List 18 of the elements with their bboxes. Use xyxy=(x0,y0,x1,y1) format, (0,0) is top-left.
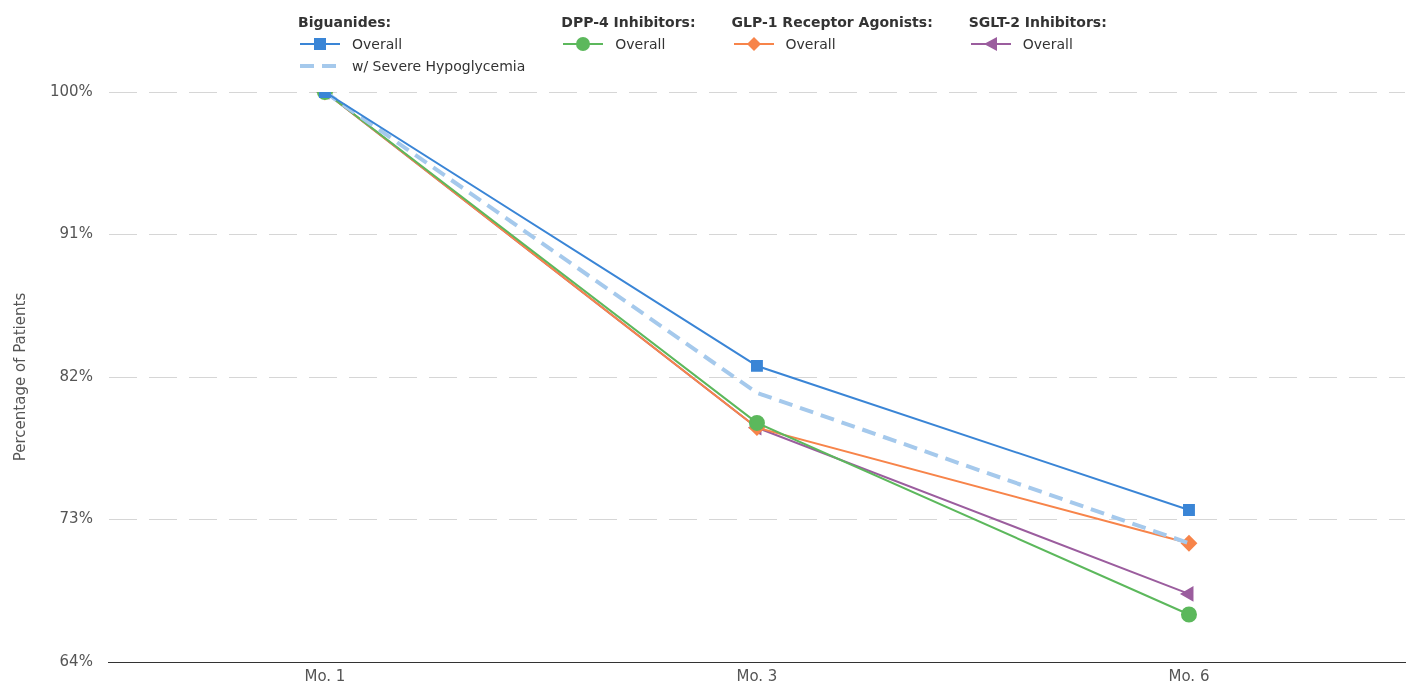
x-tick-label: Mo. 3 xyxy=(736,666,778,685)
legend-label: Overall xyxy=(785,36,836,52)
y-tick-label: 91% xyxy=(59,224,93,243)
x-tick-label: Mo. 1 xyxy=(304,666,346,685)
text: Biguanides: xyxy=(298,14,393,30)
legend-label: w/ Severe Hypoglycemia xyxy=(352,58,526,74)
x-tick-label: Mo. 6 xyxy=(1168,666,1210,685)
text: GLP-1 Receptor Agonists: xyxy=(731,14,933,30)
legend-label: Overall xyxy=(352,36,403,52)
y-axis-title: Percentage of Patients xyxy=(10,292,29,462)
y-tick-label: 73% xyxy=(59,509,93,528)
legend-label: Overall xyxy=(615,36,666,52)
text: SGLT-2 Inhibitors: xyxy=(968,14,1107,30)
y-tick-label: 82% xyxy=(59,366,93,385)
y-tick-label: 100% xyxy=(49,81,93,100)
legend-label: Overall xyxy=(1022,36,1073,52)
y-tick-label: 64% xyxy=(59,651,93,670)
text: DPP-4 Inhibitors: xyxy=(561,14,696,30)
